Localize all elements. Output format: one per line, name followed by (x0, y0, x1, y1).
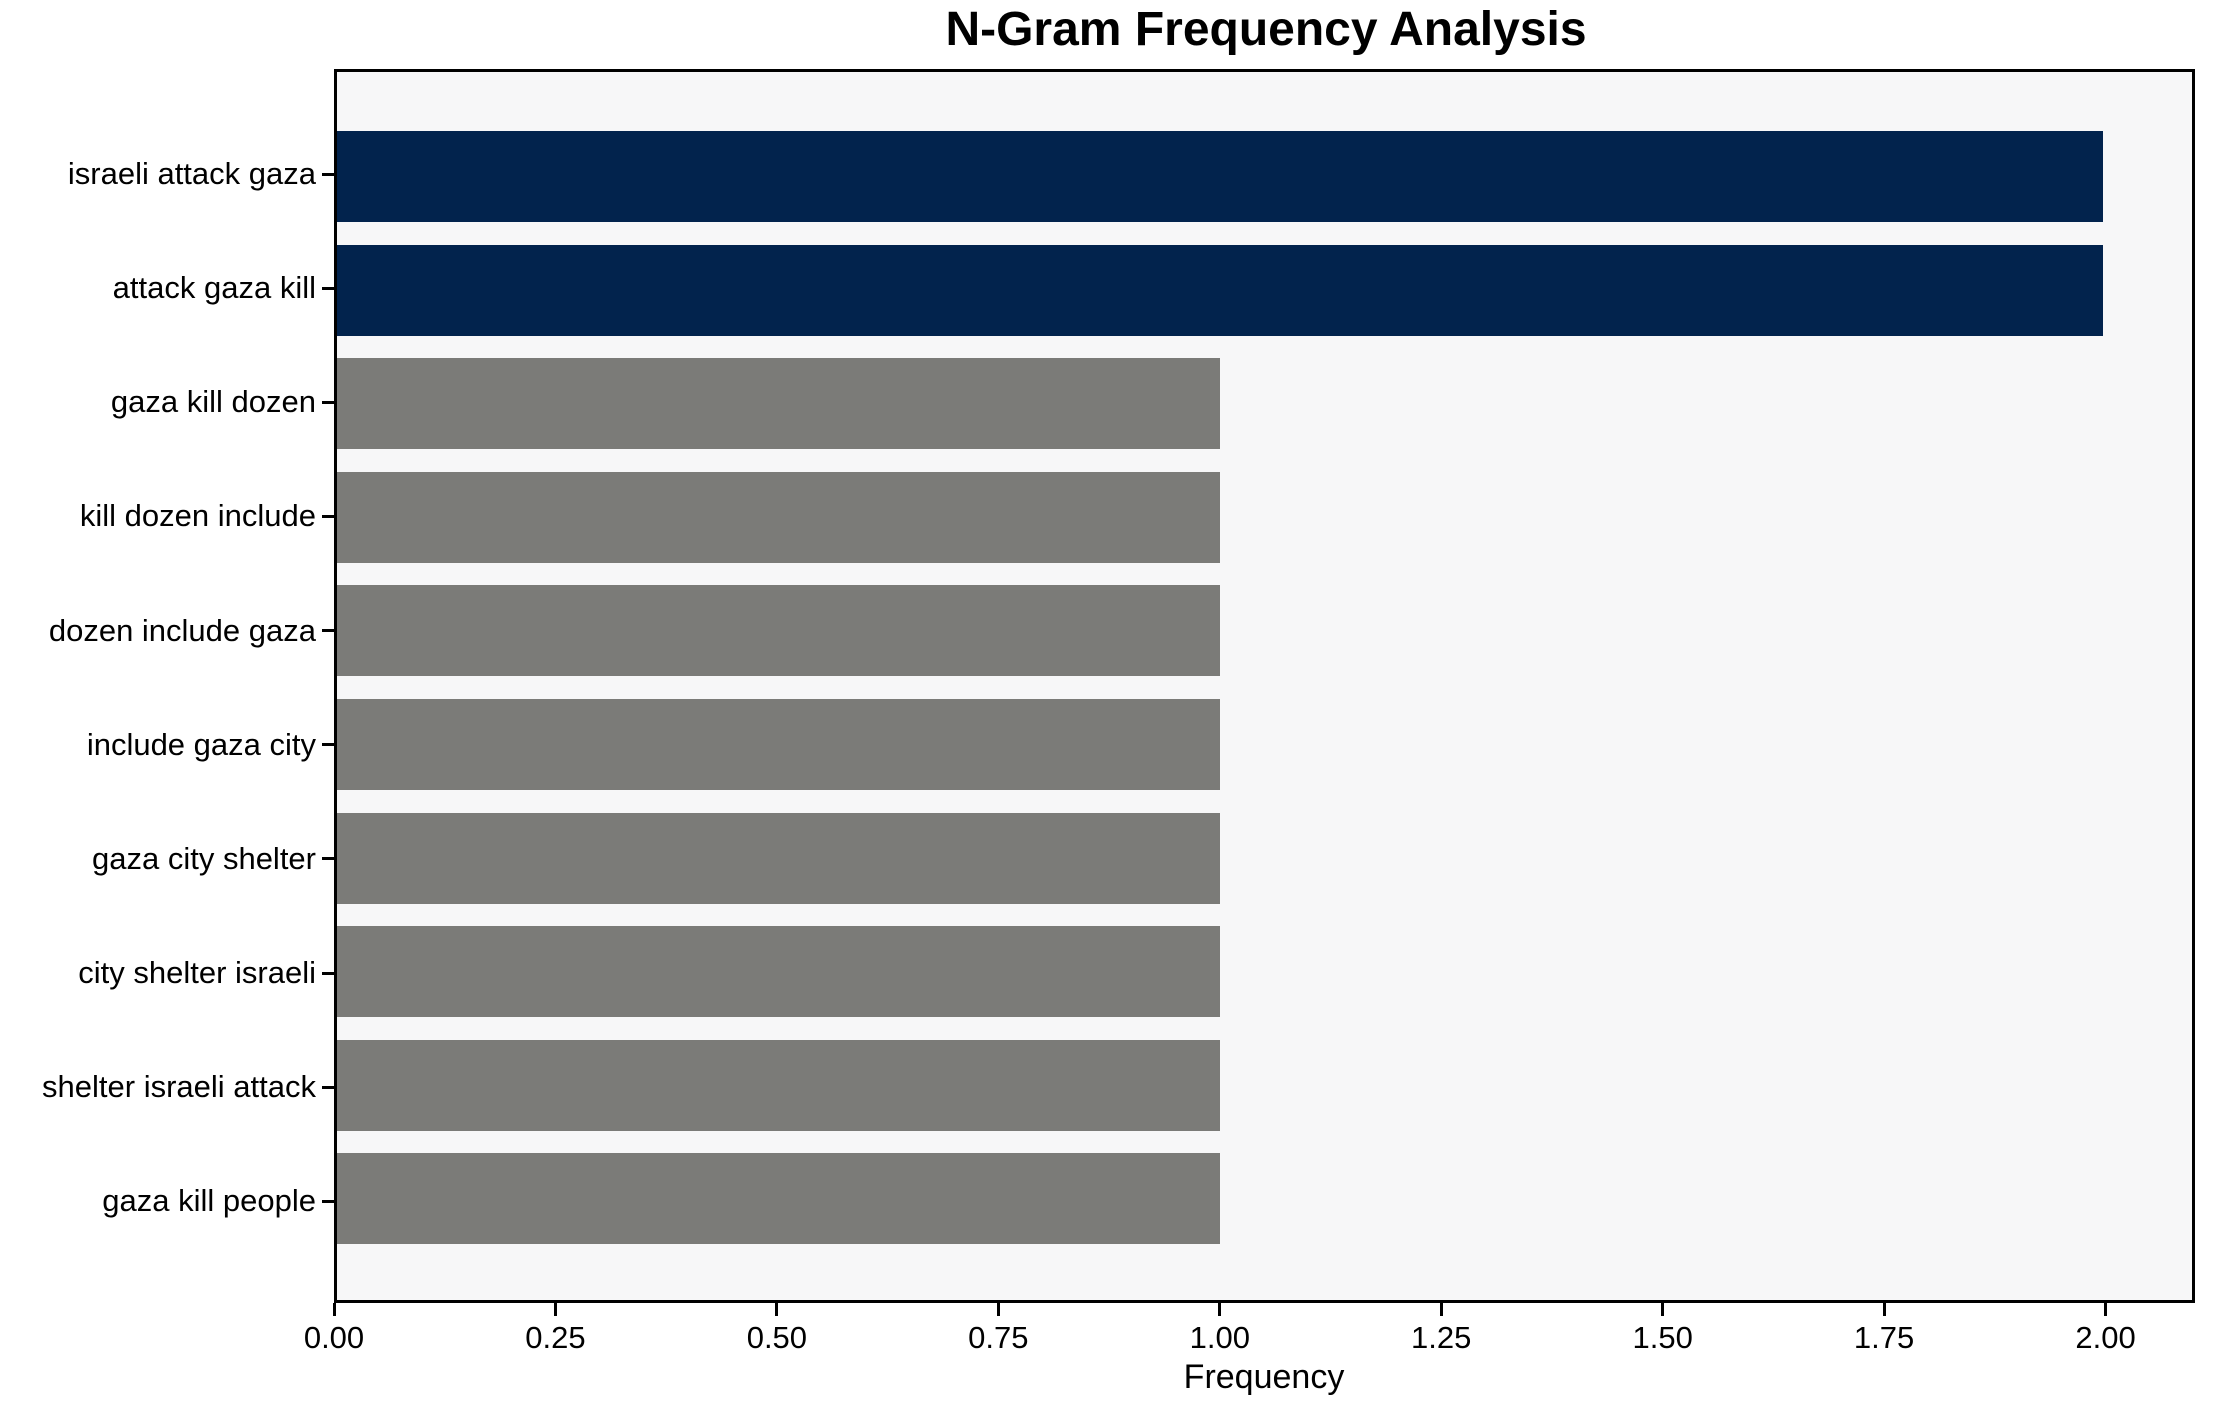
plot-area (334, 69, 2195, 1303)
y-tick-label: city shelter israeli (78, 955, 316, 991)
y-tick-mark (322, 629, 334, 633)
x-tick-label: 0.75 (968, 1320, 1029, 1355)
x-tick-mark (775, 1303, 779, 1316)
x-tick-mark (332, 1303, 336, 1316)
chart-title: N-Gram Frequency Analysis (945, 3, 1587, 56)
y-tick-mark (322, 400, 334, 404)
x-tick-label: 1.50 (1632, 1320, 1693, 1355)
bar-israeli-attack-gaza (337, 131, 2103, 222)
y-tick-mark (322, 1199, 334, 1203)
x-tick-mark (1882, 1303, 1886, 1316)
x-tick-mark (1661, 1303, 1665, 1316)
y-tick-mark (322, 743, 334, 747)
x-tick-mark (553, 1303, 557, 1316)
x-axis-label: Frequency (1183, 1358, 1345, 1396)
bar-include-gaza-city (337, 699, 1220, 790)
bar-shelter-israeli-attack (337, 1039, 1220, 1131)
x-tick-mark (1218, 1303, 1222, 1316)
x-tick-label: 0.50 (746, 1320, 808, 1355)
y-tick-mark (322, 857, 334, 861)
y-tick-mark (322, 971, 334, 975)
y-tick-label: gaza kill dozen (110, 384, 316, 420)
y-tick-label: gaza kill people (102, 1183, 316, 1219)
y-tick-label: israeli attack gaza (67, 156, 316, 192)
bar-attack-gaza-kill (337, 244, 2103, 336)
x-tick-mark (2104, 1303, 2108, 1316)
bar-gaza-kill-dozen (337, 358, 1220, 450)
bar-dozen-include-gaza (337, 585, 1220, 677)
bar-kill-dozen-include (337, 471, 1220, 563)
bar-gaza-kill-people (337, 1153, 1220, 1245)
y-tick-label: dozen include gaza (48, 612, 316, 648)
y-tick-label: gaza city shelter (92, 840, 316, 876)
y-tick-mark (322, 286, 334, 290)
x-tick-label: 1.25 (1411, 1320, 1472, 1355)
x-tick-label: 2.00 (2075, 1320, 2136, 1355)
x-tick-label: 0.00 (303, 1320, 365, 1355)
y-tick-mark (322, 514, 334, 518)
bar-gaza-city-shelter (337, 812, 1220, 904)
y-tick-mark (322, 1085, 334, 1089)
y-tick-label: kill dozen include (79, 498, 316, 534)
x-tick-label: 1.00 (1189, 1320, 1250, 1355)
y-tick-label: include gaza city (86, 726, 316, 762)
x-tick-label: 1.75 (1853, 1320, 1915, 1355)
x-tick-mark (996, 1303, 1000, 1316)
x-tick-label: 0.25 (525, 1320, 586, 1355)
y-tick-label: attack gaza kill (112, 270, 316, 306)
x-tick-mark (1439, 1303, 1443, 1316)
y-tick-label: shelter israeli attack (42, 1069, 316, 1105)
y-tick-mark (322, 172, 334, 176)
bar-city-shelter-israeli (337, 926, 1220, 1018)
